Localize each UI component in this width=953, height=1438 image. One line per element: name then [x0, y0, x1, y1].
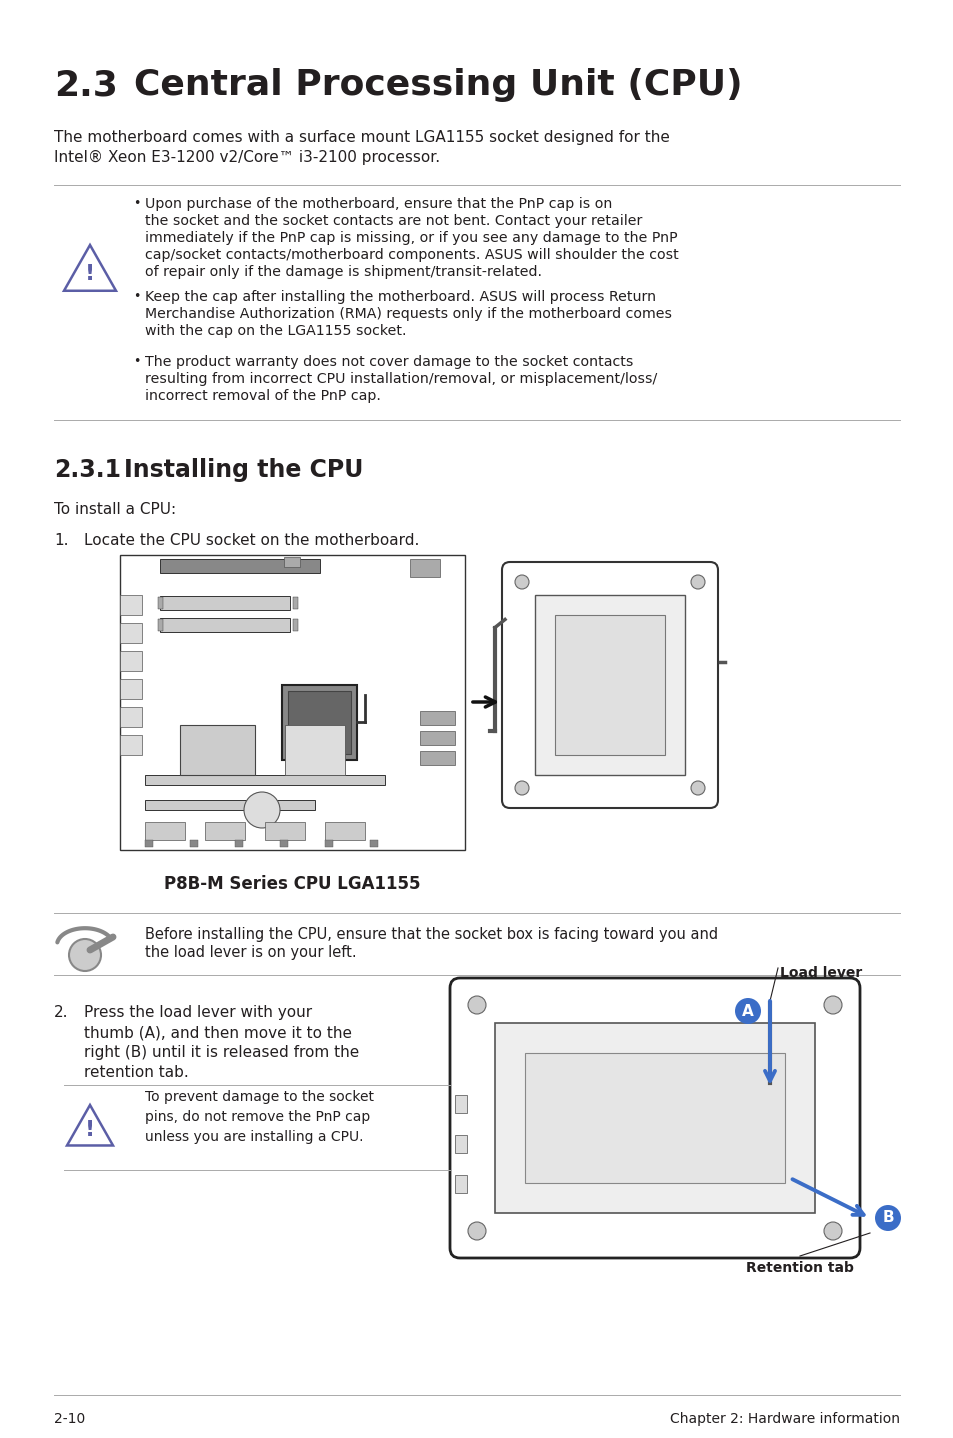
Circle shape [690, 575, 704, 590]
Bar [293, 618, 297, 631]
FancyBboxPatch shape [450, 978, 859, 1258]
Text: cap/socket contacts/motherboard components. ASUS will shoulder the cost: cap/socket contacts/motherboard componen… [145, 247, 678, 262]
Bar [410, 559, 439, 577]
Bar [325, 823, 365, 840]
Text: retention tab.: retention tab. [84, 1066, 189, 1080]
Text: Retention tab: Retention tab [745, 1261, 853, 1276]
Text: •: • [132, 355, 140, 368]
Bar [419, 710, 455, 725]
Circle shape [874, 1205, 900, 1231]
Text: Merchandise Authorization (RMA) requests only if the motherboard comes: Merchandise Authorization (RMA) requests… [145, 306, 671, 321]
Text: To install a CPU:: To install a CPU: [54, 502, 176, 518]
Bar [280, 840, 288, 847]
Circle shape [823, 1222, 841, 1240]
Text: P8B-M Series CPU LGA1155: P8B-M Series CPU LGA1155 [164, 874, 420, 893]
Circle shape [468, 1222, 485, 1240]
Text: unless you are installing a CPU.: unless you are installing a CPU. [145, 1130, 363, 1145]
Bar [160, 559, 319, 572]
Text: A: A [741, 1004, 753, 1018]
Bar [120, 623, 142, 643]
Text: Locate the CPU socket on the motherboard.: Locate the CPU socket on the motherboard… [84, 533, 419, 548]
Text: The product warranty does not cover damage to the socket contacts: The product warranty does not cover dama… [145, 355, 633, 370]
Bar [158, 597, 163, 610]
Text: Keep the cap after installing the motherboard. ASUS will process Return: Keep the cap after installing the mother… [145, 290, 656, 303]
Bar [285, 725, 345, 775]
Bar [535, 595, 684, 775]
Bar [145, 840, 152, 847]
Text: 2.3.1: 2.3.1 [54, 457, 121, 482]
Text: 2.: 2. [54, 1005, 69, 1020]
Text: B: B [882, 1211, 893, 1225]
Text: with the cap on the LGA1155 socket.: with the cap on the LGA1155 socket. [145, 324, 406, 338]
Bar [120, 651, 142, 672]
Bar [120, 679, 142, 699]
Text: Before installing the CPU, ensure that the socket box is facing toward you and: Before installing the CPU, ensure that t… [145, 928, 718, 942]
Text: resulting from incorrect CPU installation/removal, or misplacement/loss/: resulting from incorrect CPU installatio… [145, 372, 657, 385]
Text: the socket and the socket contacts are not bent. Contact your retailer: the socket and the socket contacts are n… [145, 214, 641, 229]
Bar [160, 618, 290, 631]
Bar [205, 823, 245, 840]
Bar [282, 684, 356, 761]
Bar [160, 595, 290, 610]
Bar [120, 595, 142, 615]
Bar [234, 840, 243, 847]
Text: Chapter 2: Hardware information: Chapter 2: Hardware information [669, 1412, 899, 1426]
Circle shape [244, 792, 280, 828]
Text: right (B) until it is released from the: right (B) until it is released from the [84, 1045, 359, 1060]
Text: •: • [132, 290, 140, 303]
Bar [455, 1135, 467, 1153]
Bar [145, 775, 385, 785]
Bar [455, 1175, 467, 1194]
Circle shape [734, 998, 760, 1024]
Bar [145, 800, 314, 810]
Bar [419, 731, 455, 745]
Text: !: ! [85, 263, 95, 283]
Bar [524, 1053, 784, 1183]
Bar [288, 692, 351, 754]
Bar [455, 1094, 467, 1113]
Text: pins, do not remove the PnP cap: pins, do not remove the PnP cap [145, 1110, 370, 1125]
Text: 2-10: 2-10 [54, 1412, 85, 1426]
Text: Central Processing Unit (CPU): Central Processing Unit (CPU) [133, 68, 741, 102]
Bar [325, 840, 333, 847]
Text: the load lever is on your left.: the load lever is on your left. [145, 945, 356, 961]
Bar [419, 751, 455, 765]
FancyBboxPatch shape [501, 562, 718, 808]
Bar [120, 555, 464, 850]
Text: Upon purchase of the motherboard, ensure that the PnP cap is on: Upon purchase of the motherboard, ensure… [145, 197, 612, 211]
Bar [495, 1022, 814, 1214]
Circle shape [468, 997, 485, 1014]
Text: •: • [132, 197, 140, 210]
Bar [293, 597, 297, 610]
Bar [190, 840, 198, 847]
Text: thumb (A), and then move it to the: thumb (A), and then move it to the [84, 1025, 352, 1040]
Text: Load lever: Load lever [780, 966, 862, 981]
Circle shape [690, 781, 704, 795]
Text: of repair only if the damage is shipment/transit-related.: of repair only if the damage is shipment… [145, 265, 541, 279]
Bar [180, 725, 254, 775]
Bar [145, 823, 185, 840]
Text: Intel® Xeon E3-1200 v2/Core™ i3-2100 processor.: Intel® Xeon E3-1200 v2/Core™ i3-2100 pro… [54, 150, 439, 165]
Bar [284, 557, 299, 567]
Text: incorrect removal of the PnP cap.: incorrect removal of the PnP cap. [145, 390, 380, 403]
Circle shape [515, 575, 529, 590]
Text: immediately if the PnP cap is missing, or if you see any damage to the PnP: immediately if the PnP cap is missing, o… [145, 232, 677, 244]
Bar [370, 840, 377, 847]
Bar [120, 707, 142, 728]
Text: 2.3: 2.3 [54, 68, 118, 102]
Circle shape [515, 781, 529, 795]
Text: The motherboard comes with a surface mount LGA1155 socket designed for the: The motherboard comes with a surface mou… [54, 129, 669, 145]
Text: Press the load lever with your: Press the load lever with your [84, 1005, 312, 1020]
Text: Installing the CPU: Installing the CPU [124, 457, 363, 482]
Text: To prevent damage to the socket: To prevent damage to the socket [145, 1090, 374, 1104]
Circle shape [69, 939, 101, 971]
Text: !: ! [85, 1120, 95, 1140]
Bar [555, 615, 664, 755]
Circle shape [823, 997, 841, 1014]
Bar [158, 618, 163, 631]
Bar [265, 823, 305, 840]
Text: 1.: 1. [54, 533, 69, 548]
Bar [120, 735, 142, 755]
